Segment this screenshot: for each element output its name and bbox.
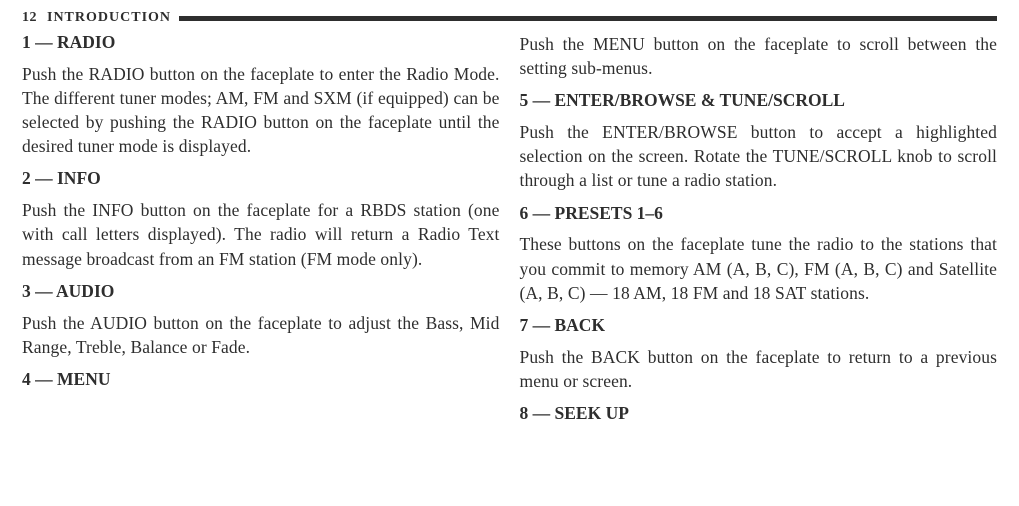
paragraph-enter-browse: Push the ENTER/BROWSE button to accept a… xyxy=(520,120,998,192)
heading-presets: 6 — PRESETS 1–6 xyxy=(520,203,998,225)
heading-radio: 1 — RADIO xyxy=(22,32,500,54)
heading-info: 2 — INFO xyxy=(22,168,500,190)
heading-audio: 3 — AUDIO xyxy=(22,281,500,303)
page-header: 12 INTRODUCTION xyxy=(22,10,997,26)
heading-seek-up: 8 — SEEK UP xyxy=(520,403,998,425)
content-columns: 1 — RADIO Push the RADIO button on the f… xyxy=(22,32,997,433)
paragraph-info: Push the INFO button on the faceplate fo… xyxy=(22,198,500,270)
page-number: 12 xyxy=(22,10,37,26)
paragraph-radio: Push the RADIO button on the faceplate t… xyxy=(22,62,500,159)
heading-back: 7 — BACK xyxy=(520,315,998,337)
right-column: Push the MENU button on the faceplate to… xyxy=(520,32,998,433)
paragraph-audio: Push the AUDIO button on the faceplate t… xyxy=(22,311,500,359)
heading-enter-browse: 5 — ENTER/BROWSE & TUNE/SCROLL xyxy=(520,90,998,112)
heading-menu: 4 — MENU xyxy=(22,369,500,391)
section-label: INTRODUCTION xyxy=(47,10,171,26)
left-column: 1 — RADIO Push the RADIO button on the f… xyxy=(22,32,500,433)
paragraph-menu: Push the MENU button on the faceplate to… xyxy=(520,32,998,80)
paragraph-back: Push the BACK button on the faceplate to… xyxy=(520,345,998,393)
header-rule xyxy=(179,16,997,21)
paragraph-presets: These buttons on the faceplate tune the … xyxy=(520,232,998,304)
